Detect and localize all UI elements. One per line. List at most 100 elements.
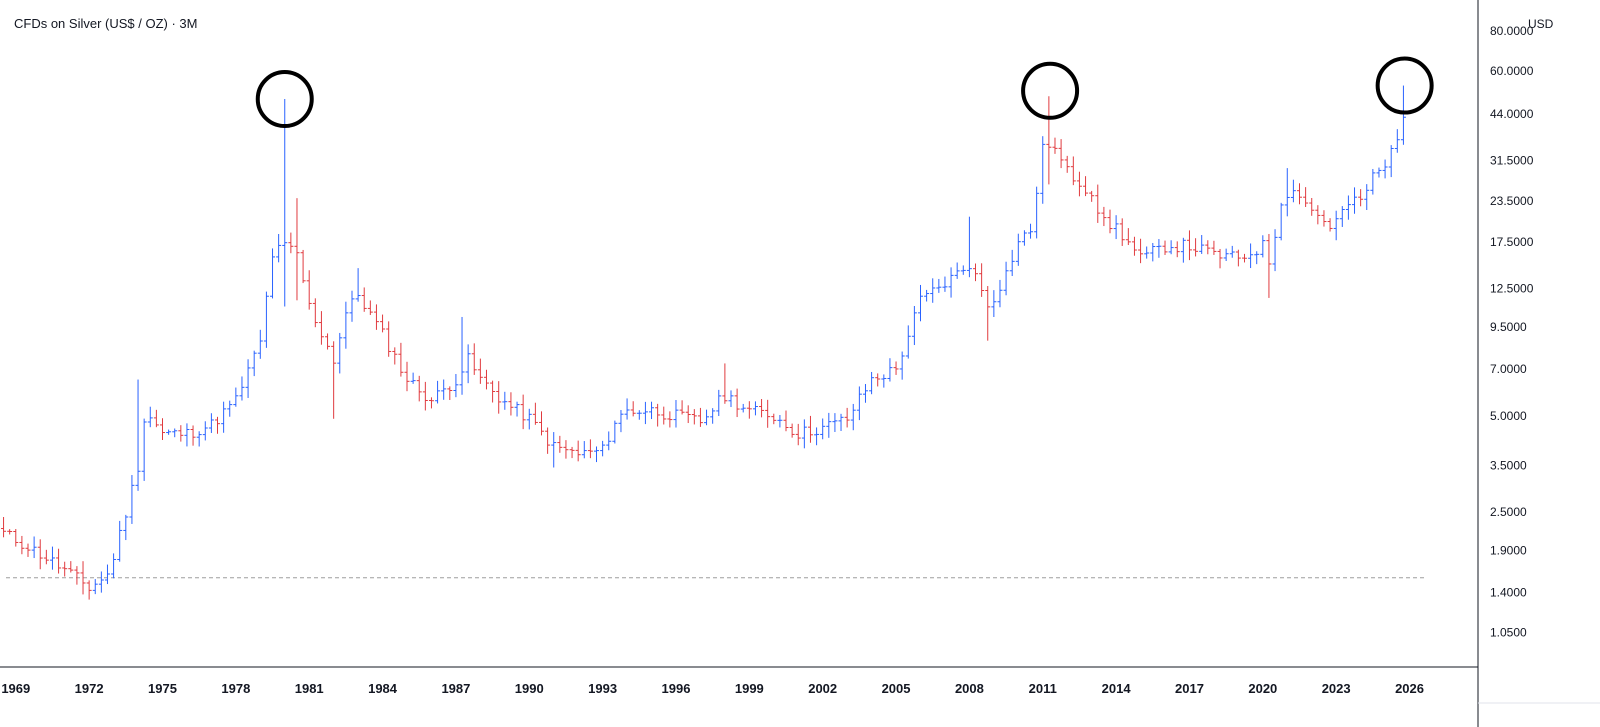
ohlc-bar[interactable] <box>270 248 276 299</box>
ohlc-bar[interactable] <box>954 262 960 279</box>
ohlc-bar[interactable] <box>1223 248 1229 262</box>
ohlc-bar[interactable] <box>1009 249 1015 277</box>
ohlc-bar[interactable] <box>1021 230 1027 246</box>
ohlc-bar[interactable] <box>557 435 563 453</box>
ohlc-bar[interactable] <box>343 301 349 349</box>
ohlc-bar[interactable] <box>1248 243 1254 269</box>
ohlc-bar[interactable] <box>514 401 520 417</box>
ohlc-bar[interactable] <box>496 381 502 414</box>
ohlc-bar[interactable] <box>1278 202 1284 241</box>
ohlc-bar[interactable] <box>86 580 92 600</box>
ohlc-bar[interactable] <box>141 418 147 481</box>
ohlc-bar[interactable] <box>1119 218 1125 246</box>
ohlc-bar[interactable] <box>153 409 159 428</box>
ohlc-bar[interactable] <box>1358 189 1364 207</box>
ohlc-bar[interactable] <box>563 440 569 459</box>
ohlc-bar[interactable] <box>893 361 899 375</box>
ohlc-bar[interactable] <box>587 439 593 459</box>
ohlc-bar[interactable] <box>331 341 337 419</box>
ohlc-bar[interactable] <box>1162 240 1168 255</box>
ohlc-bar[interactable] <box>1180 237 1186 263</box>
ohlc-bar[interactable] <box>98 571 104 593</box>
ohlc-bar[interactable] <box>1095 184 1101 223</box>
ohlc-bar[interactable] <box>1174 241 1180 258</box>
ohlc-bar[interactable] <box>1052 137 1058 154</box>
ohlc-bar[interactable] <box>465 344 471 384</box>
ohlc-bar[interactable] <box>1107 209 1113 234</box>
ohlc-bar[interactable] <box>62 561 68 577</box>
ohlc-bar[interactable] <box>1339 206 1345 227</box>
ohlc-bar[interactable] <box>135 379 141 491</box>
ohlc-bar[interactable] <box>49 546 55 570</box>
ohlc-bar[interactable] <box>532 402 538 425</box>
ohlc-bar[interactable] <box>422 381 428 411</box>
ohlc-bar[interactable] <box>1150 242 1156 262</box>
ohlc-bar[interactable] <box>765 399 771 428</box>
ohlc-bar[interactable] <box>722 363 728 404</box>
ohlc-bar[interactable] <box>367 300 373 315</box>
ohlc-bar[interactable] <box>196 431 202 447</box>
ohlc-bar[interactable] <box>1040 136 1046 204</box>
ohlc-bar[interactable] <box>936 278 942 293</box>
ohlc-bar[interactable] <box>1382 159 1388 179</box>
ohlc-bar[interactable] <box>1058 139 1064 169</box>
ohlc-bar[interactable] <box>691 409 697 425</box>
ohlc-bar[interactable] <box>1241 253 1247 263</box>
ohlc-bar[interactable] <box>477 358 483 384</box>
ohlc-bar[interactable] <box>1125 228 1131 246</box>
ohlc-bar[interactable] <box>1101 206 1107 227</box>
ohlc-bar[interactable] <box>190 425 196 446</box>
ohlc-bar[interactable] <box>56 548 62 574</box>
ohlc-bar[interactable] <box>1352 187 1358 214</box>
ohlc-bar[interactable] <box>251 350 257 377</box>
ohlc-bar[interactable] <box>1284 168 1290 217</box>
ohlc-bar[interactable] <box>734 388 740 418</box>
highlight-circle[interactable] <box>255 70 314 129</box>
ohlc-bar[interactable] <box>856 386 862 421</box>
ohlc-bar[interactable] <box>13 529 19 547</box>
ohlc-bar[interactable] <box>1138 238 1144 264</box>
ohlc-bar[interactable] <box>453 374 459 398</box>
ohlc-bar[interactable] <box>208 413 214 433</box>
ohlc-bar[interactable] <box>227 400 233 417</box>
ohlc-bar[interactable] <box>832 413 838 432</box>
ohlc-bar[interactable] <box>288 232 294 254</box>
ohlc-bar[interactable] <box>1290 179 1296 203</box>
ohlc-bar[interactable] <box>202 421 208 441</box>
ohlc-bar[interactable] <box>1144 246 1150 259</box>
ohlc-bar[interactable] <box>905 325 911 359</box>
ohlc-bar[interactable] <box>538 411 544 436</box>
ohlc-bar[interactable] <box>159 418 165 441</box>
ohlc-bar[interactable] <box>392 347 398 365</box>
ohlc-bar[interactable] <box>752 401 758 416</box>
ohlc-bar[interactable] <box>257 329 263 359</box>
ohlc-bar[interactable] <box>1297 183 1303 205</box>
currency-label[interactable]: USD <box>1528 17 1554 31</box>
ohlc-bar[interactable] <box>1131 236 1137 256</box>
ohlc-bar[interactable] <box>1388 145 1394 178</box>
ohlc-bar[interactable] <box>697 407 703 427</box>
ohlc-bar[interactable] <box>618 409 624 433</box>
ohlc-bar[interactable] <box>483 369 489 390</box>
ohlc-bar[interactable] <box>850 403 856 431</box>
ohlc-bar[interactable] <box>1364 184 1370 211</box>
ohlc-bar[interactable] <box>649 401 655 420</box>
ohlc-bar[interactable] <box>263 291 269 348</box>
ohlc-bar[interactable] <box>386 321 392 357</box>
ohlc-bar[interactable] <box>373 304 379 330</box>
ohlc-bar[interactable] <box>282 99 288 307</box>
ohlc-bar[interactable] <box>1015 233 1021 266</box>
ohlc-bar[interactable] <box>838 413 844 431</box>
ohlc-bar[interactable] <box>184 423 190 447</box>
ohlc-bar[interactable] <box>74 566 80 585</box>
ohlc-bar[interactable] <box>960 265 966 275</box>
ohlc-bar[interactable] <box>1229 245 1235 258</box>
ohlc-bar[interactable] <box>7 529 13 535</box>
ohlc-bar[interactable] <box>123 514 129 541</box>
ohlc-bar[interactable] <box>306 270 312 310</box>
ohlc-bar[interactable] <box>349 290 355 322</box>
ohlc-bar[interactable] <box>636 410 642 420</box>
ohlc-bar[interactable] <box>862 384 868 403</box>
ohlc-bar[interactable] <box>911 305 917 346</box>
